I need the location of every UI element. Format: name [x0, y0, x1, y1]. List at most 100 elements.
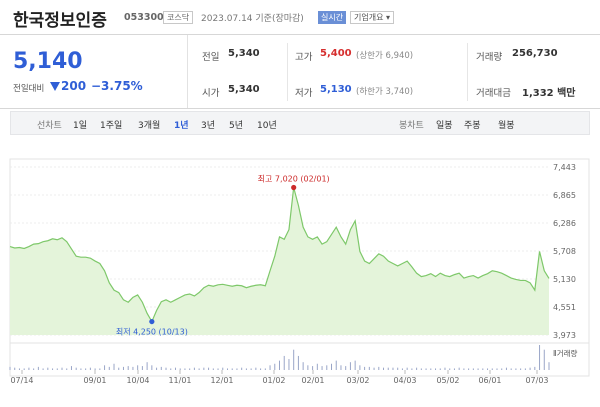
volume-bar: [520, 368, 522, 370]
volume-bar: [94, 368, 96, 370]
x-tick-label: 01/02: [262, 376, 285, 385]
period-1y[interactable]: 1년: [174, 121, 189, 131]
y-tick-label: 6,865: [553, 191, 576, 200]
volume-bar: [37, 366, 39, 370]
amount-value: 1,332 백만: [522, 88, 576, 99]
volume-chart: Ⅱ거래량: [9, 345, 577, 370]
volume-bar: [174, 367, 176, 370]
volume-bar: [312, 366, 314, 370]
volume-bar: [132, 366, 134, 370]
volume-bar: [160, 366, 162, 370]
volume-bar: [89, 367, 91, 370]
y-tick-label: 5,130: [553, 275, 576, 284]
high-marker: [291, 184, 297, 191]
candle-daily[interactable]: 일봉: [436, 121, 453, 131]
volume-bar: [331, 363, 333, 370]
period-1d[interactable]: 1일: [73, 121, 88, 131]
volume-bar: [283, 355, 285, 370]
volume-bar: [9, 366, 11, 370]
low-label: 저가: [295, 88, 313, 99]
volume-bar: [472, 368, 474, 370]
volume-bar: [85, 368, 87, 370]
volume-bar: [56, 368, 58, 370]
y-tick-label: 5,708: [553, 247, 576, 256]
volume-bar: [463, 368, 465, 370]
volume-bar: [203, 367, 205, 370]
period-3m[interactable]: 3개월: [138, 121, 161, 131]
volume-bar: [231, 368, 233, 370]
volume-bar: [99, 368, 101, 370]
volume-bar: [104, 365, 106, 370]
x-tick-label: 12/01: [210, 376, 233, 385]
y-tick-label: 7,443: [553, 163, 576, 172]
period-3y[interactable]: 3년: [201, 121, 216, 131]
volume-bar: [534, 366, 536, 370]
volume-bar: [274, 363, 276, 370]
volume-bar: [23, 368, 25, 370]
volume-bar: [208, 367, 210, 370]
price-summary: 5,140 전일대비 200 −3.75% 전일 5,340 시가 5,340 …: [0, 34, 600, 109]
volume-bar: [406, 367, 408, 370]
volume-bar: [335, 360, 337, 370]
volume-bar: [264, 368, 266, 370]
volume-bar: [368, 366, 370, 370]
price-area: [9, 187, 550, 335]
volume-bar: [397, 367, 399, 370]
high-annotation: 최고 7,020 (02/01): [258, 173, 330, 183]
volume-bar: [18, 368, 20, 370]
volume-bar: [501, 368, 503, 370]
x-axis-ticks: 07/14 09/01 10/04 11/01 12/01 01/02 02/01 03/02…: [10, 370, 549, 385]
volume-bar: [316, 363, 318, 370]
date-text: 2023.07.14 기준(장마감): [201, 14, 304, 24]
volume-bar: [165, 367, 167, 370]
volume-bar: [444, 367, 446, 370]
volume-bar: [345, 366, 347, 370]
current-price-panel: 5,140 전일대비 200 −3.75%: [0, 35, 188, 108]
market-badge: 코스닥: [163, 11, 194, 24]
volume-bar: [307, 365, 309, 370]
high-value: 5,400: [320, 48, 352, 59]
y-tick-label: 4,551: [553, 303, 576, 312]
divider: [467, 43, 468, 101]
x-tick-label: 05/02: [436, 376, 459, 385]
volume-bar: [482, 368, 484, 370]
realtime-button[interactable]: 실시간: [318, 11, 347, 24]
volume-bar: [222, 367, 224, 370]
volume-bar: [505, 367, 507, 370]
volume-bar: [401, 368, 403, 370]
stock-name: 한국정보인증: [13, 11, 107, 31]
company-info-dropdown[interactable]: 기업개요 ▾: [350, 11, 394, 24]
volume-bar: [179, 368, 181, 370]
volume-value: 256,730: [512, 48, 558, 59]
volume-bar: [297, 355, 299, 370]
volume-bar: [70, 366, 72, 370]
volume-bar: [108, 366, 110, 370]
lower-limit: (하한가 3,740): [356, 87, 414, 97]
candle-chart-label: 봉차트: [399, 121, 424, 131]
volume-bar: [170, 368, 172, 370]
volume-bar: [198, 368, 200, 370]
price-area-fill: [10, 187, 549, 335]
y-tick-label: 3,973: [553, 331, 576, 340]
y-axis-ticks: 7,443 6,865 6,286 5,708 5,130 4,551 3,973: [553, 163, 576, 340]
volume-bar: [491, 368, 493, 370]
volume-bar: [250, 368, 252, 370]
volume-bar: [378, 366, 380, 370]
volume-bar: [47, 367, 49, 370]
down-arrow-icon: [50, 82, 60, 91]
volume-label: 거래량: [476, 52, 503, 63]
period-10y[interactable]: 10년: [257, 121, 277, 131]
candle-weekly[interactable]: 주봉: [464, 121, 481, 131]
volume-bar: [260, 368, 262, 370]
candle-monthly[interactable]: 월봉: [498, 121, 515, 131]
period-1w[interactable]: 1주일: [100, 121, 123, 131]
volume-bar: [425, 368, 427, 370]
volume-bar: [279, 360, 280, 370]
volume-bar: [241, 367, 243, 370]
low-marker: [149, 318, 155, 325]
volume-bar: [217, 368, 219, 370]
period-5y[interactable]: 5년: [229, 121, 244, 131]
volume-bar: [458, 367, 460, 370]
volume-bar: [245, 368, 247, 370]
volume-bar: [151, 365, 153, 370]
